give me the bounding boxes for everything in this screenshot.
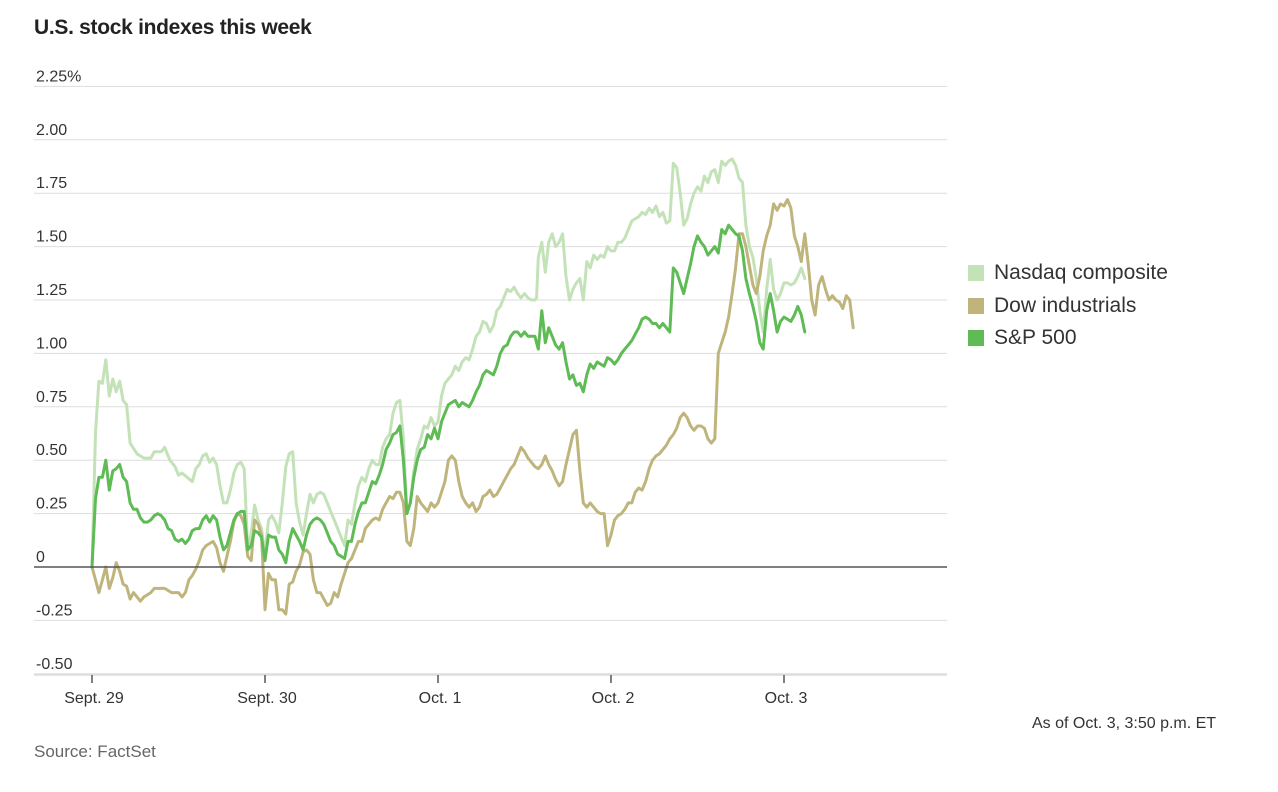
y-tick-label: 1.50 [36, 229, 67, 246]
series-line-nasdaq-composite [90, 157, 807, 569]
y-tick-label: -0.50 [36, 656, 73, 673]
x-tick-label: Oct. 3 [765, 690, 808, 707]
x-tick-label: Oct. 1 [419, 690, 462, 707]
chart-title: U.S. stock indexes this week [34, 16, 312, 39]
y-tick-label: 0.50 [36, 442, 67, 459]
x-tick-label: Sept. 29 [64, 690, 124, 707]
source-note: Source: FactSet [34, 742, 156, 761]
x-axis-ticks: Sept. 29 Sept. 30 Oct. 1 Oct. 2 Oct. 3 [64, 675, 807, 707]
legend-label-dow: Dow industrials [994, 293, 1137, 317]
legend-swatch-sp500 [968, 330, 984, 347]
legend: Nasdaq composite Dow industrials S&P 500 [968, 257, 1168, 355]
legend-item-sp500: S&P 500 [968, 322, 1168, 355]
series-line-s-p-500 [90, 223, 807, 569]
series-lines [90, 157, 855, 616]
x-tick-label: Sept. 30 [237, 690, 297, 707]
legend-swatch-nasdaq [968, 265, 984, 282]
y-axis-ticks: -0.50 -0.25 0 0.25 0.50 0.75 1.00 1.25 1.50 1.75 2… [36, 68, 81, 672]
x-tick-label: Oct. 2 [592, 690, 635, 707]
legend-swatch-dow [968, 297, 984, 314]
as-of-note: As of Oct. 3, 3:50 p.m. ET [1032, 715, 1217, 732]
y-tick-label: 2.25% [36, 68, 81, 85]
series-line-dow-industrials [90, 198, 855, 616]
y-tick-label: 1.25 [36, 282, 67, 299]
legend-label-nasdaq: Nasdaq composite [994, 261, 1168, 285]
y-tick-label: -0.25 [36, 602, 73, 619]
y-tick-label: 0.25 [36, 496, 67, 513]
legend-label-sp500: S&P 500 [994, 326, 1077, 350]
legend-item-nasdaq: Nasdaq composite [968, 257, 1168, 290]
y-tick-label: 2.00 [36, 122, 67, 139]
y-tick-label: 0.75 [36, 389, 67, 406]
legend-item-dow: Dow industrials [968, 290, 1168, 323]
y-tick-label: 0 [36, 549, 45, 566]
y-tick-label: 1.00 [36, 335, 67, 352]
gridlines [34, 85, 947, 675]
y-tick-label: 1.75 [36, 175, 67, 192]
